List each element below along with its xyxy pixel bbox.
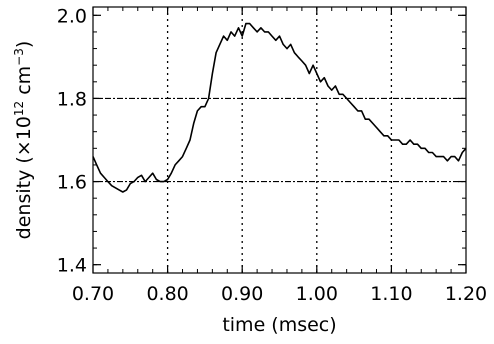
tick-labels: 0.70 0.80 0.90 1.00 1.10 1.20 1.4 1.6 1.8 2.0 — [57, 5, 487, 305]
x-tick-label: 1.20 — [445, 283, 487, 305]
plot-frame — [92, 6, 467, 274]
x-tick-label: 1.00 — [296, 283, 338, 305]
y-axis-title-unit: cm — [13, 66, 35, 101]
x-tick-label: 0.80 — [146, 283, 188, 305]
y-axis-title-exponent: 12 — [12, 101, 26, 116]
y-tick-label: 1.8 — [57, 88, 87, 110]
x-axis-title: time (msec) — [222, 314, 336, 336]
axis-ticks — [92, 7, 467, 273]
x-tick-label: 0.90 — [221, 283, 263, 305]
y-tick-label: 1.6 — [57, 172, 87, 194]
density-series-line — [92, 22, 467, 193]
y-axis-title-part: density (×10 — [13, 116, 35, 239]
y-axis-title: density (×1012 cm−3) — [12, 41, 35, 240]
x-tick-label: 0.70 — [72, 283, 114, 305]
y-tick-label: 1.4 — [57, 255, 87, 277]
y-axis-title-part: ) — [13, 41, 35, 48]
y-tick-label: 2.0 — [57, 5, 87, 27]
series-layer — [92, 22, 467, 193]
x-tick-label: 1.10 — [370, 283, 412, 305]
y-axis-title-exponent: −3 — [12, 48, 26, 66]
